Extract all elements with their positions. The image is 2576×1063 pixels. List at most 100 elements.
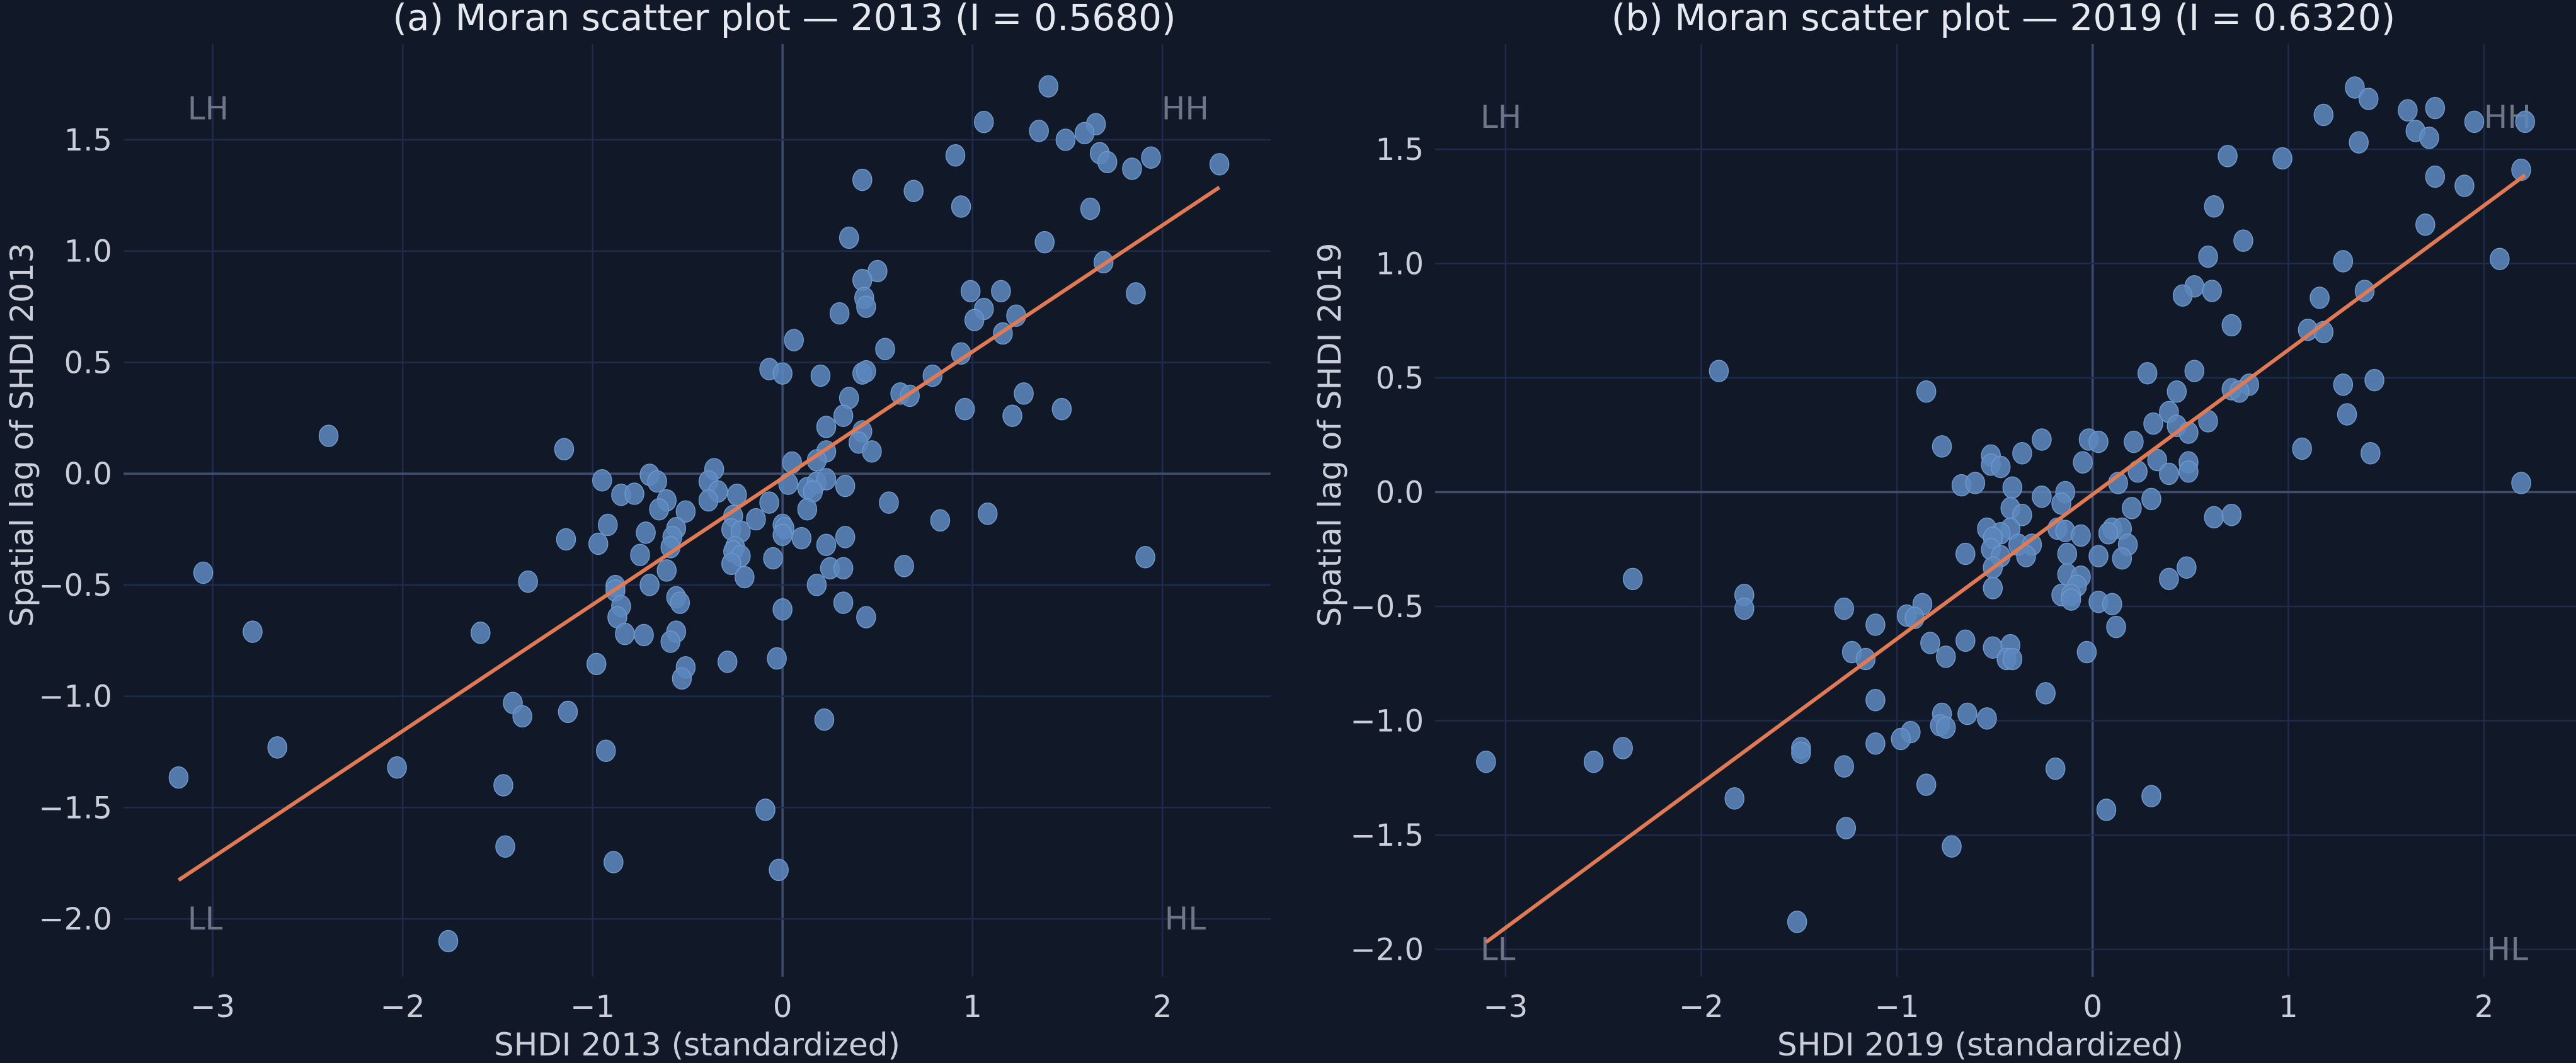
data-point [1055, 128, 1076, 151]
data-point [2088, 545, 2109, 567]
data-point [763, 547, 783, 570]
data-point [1865, 689, 1886, 712]
data-point [964, 309, 985, 332]
x-tick-label: −1 [570, 989, 615, 1025]
data-point [2177, 556, 2197, 579]
data-point [2202, 280, 2222, 302]
y-tick-label: −1.5 [1350, 818, 1424, 853]
data-point [2364, 368, 2384, 392]
data-point [1002, 404, 1022, 428]
data-point [2490, 247, 2510, 270]
data-point [2272, 147, 2293, 170]
data-point [2292, 437, 2312, 460]
data-point [2198, 245, 2218, 268]
data-point [862, 440, 882, 463]
data-point [903, 179, 924, 203]
data-point [829, 302, 850, 325]
data-point [558, 700, 578, 724]
data-point [1080, 197, 1101, 220]
data-point [1955, 629, 1976, 652]
data-point [2345, 76, 2365, 99]
data-point [512, 705, 532, 728]
data-point [772, 598, 793, 621]
data-point [772, 362, 793, 385]
data-point [816, 533, 837, 557]
data-point [974, 110, 994, 134]
data-point [1936, 645, 1956, 668]
data-point [2159, 567, 2179, 591]
data-point [2032, 485, 2052, 508]
x-tick-label: 1 [963, 989, 982, 1025]
data-point [624, 482, 644, 505]
data-point [1126, 282, 1146, 305]
data-point [810, 364, 831, 387]
data-point [670, 591, 690, 614]
data-point [797, 497, 818, 521]
x-tick-label: −1 [1875, 989, 1920, 1025]
data-point [721, 552, 741, 576]
data-point [2425, 165, 2446, 188]
y-tick-label: −2.0 [1350, 932, 1424, 967]
y-axis-label: Spatial lag of SHDI 2013 [4, 242, 40, 627]
x-tick-label: −2 [1679, 989, 1724, 1025]
data-point [168, 766, 189, 789]
data-point [978, 503, 998, 525]
chart-title: (a) Moran scatter plot — 2013 (I = 0.568… [392, 0, 1176, 39]
data-point [1029, 120, 1049, 142]
data-point [767, 647, 787, 670]
data-point [755, 799, 776, 821]
data-point [554, 438, 575, 461]
data-point [1865, 613, 1886, 636]
data-point [2045, 757, 2066, 780]
data-point [387, 756, 407, 779]
data-point [598, 513, 618, 537]
data-point [2337, 403, 2357, 426]
data-point [852, 168, 873, 191]
data-point [784, 329, 804, 351]
data-point [1613, 737, 1633, 759]
data-point [816, 416, 837, 438]
data-point [833, 591, 854, 614]
data-point [586, 652, 607, 676]
data-point [2073, 451, 2093, 474]
quadrant-label-ll: LL [1480, 931, 1516, 967]
data-point [1977, 707, 1997, 730]
regression-line [177, 185, 1221, 882]
data-point [1936, 716, 1956, 739]
data-point [2102, 593, 2122, 616]
panel-a-2013: −3 −2 −1 0 1 2 −2.0 −1.5 −1.0 −0.5 0.0 0.5 1.0 1.5 LH H… [4, 0, 1271, 1063]
data-point [951, 195, 971, 218]
data-point [1834, 597, 1854, 620]
data-point [2112, 547, 2132, 570]
data-point [875, 338, 895, 360]
data-point [856, 360, 876, 383]
data-point [2057, 542, 2078, 566]
x-tick-label: 0 [2083, 989, 2102, 1025]
data-point [634, 623, 654, 647]
data-point [1622, 567, 1643, 591]
data-point [2012, 442, 2032, 465]
data-point [592, 469, 612, 492]
data-point [2096, 799, 2117, 821]
data-point [930, 509, 951, 532]
data-point [833, 404, 854, 428]
quadrant-label-hl: HL [2487, 931, 2529, 967]
data-point [2147, 448, 2167, 472]
quadrant-label-hl: HL [1165, 901, 1206, 937]
data-point [1916, 773, 1937, 796]
x-axis-label: SHDI 2013 (standardized) [494, 1026, 900, 1063]
data-point [735, 566, 755, 589]
data-point [2221, 504, 2242, 526]
data-point [596, 739, 616, 762]
y-tick-label: 1.5 [64, 123, 112, 158]
data-point [2221, 314, 2242, 337]
data-point [2333, 250, 2354, 273]
data-point [615, 622, 635, 645]
y-tick-label: 0.0 [64, 457, 112, 492]
data-point [2141, 487, 2161, 511]
data-point [894, 555, 914, 577]
data-point [2178, 460, 2199, 483]
data-point [1891, 727, 1911, 751]
data-point [1734, 597, 1755, 620]
data-point [2137, 361, 2158, 385]
